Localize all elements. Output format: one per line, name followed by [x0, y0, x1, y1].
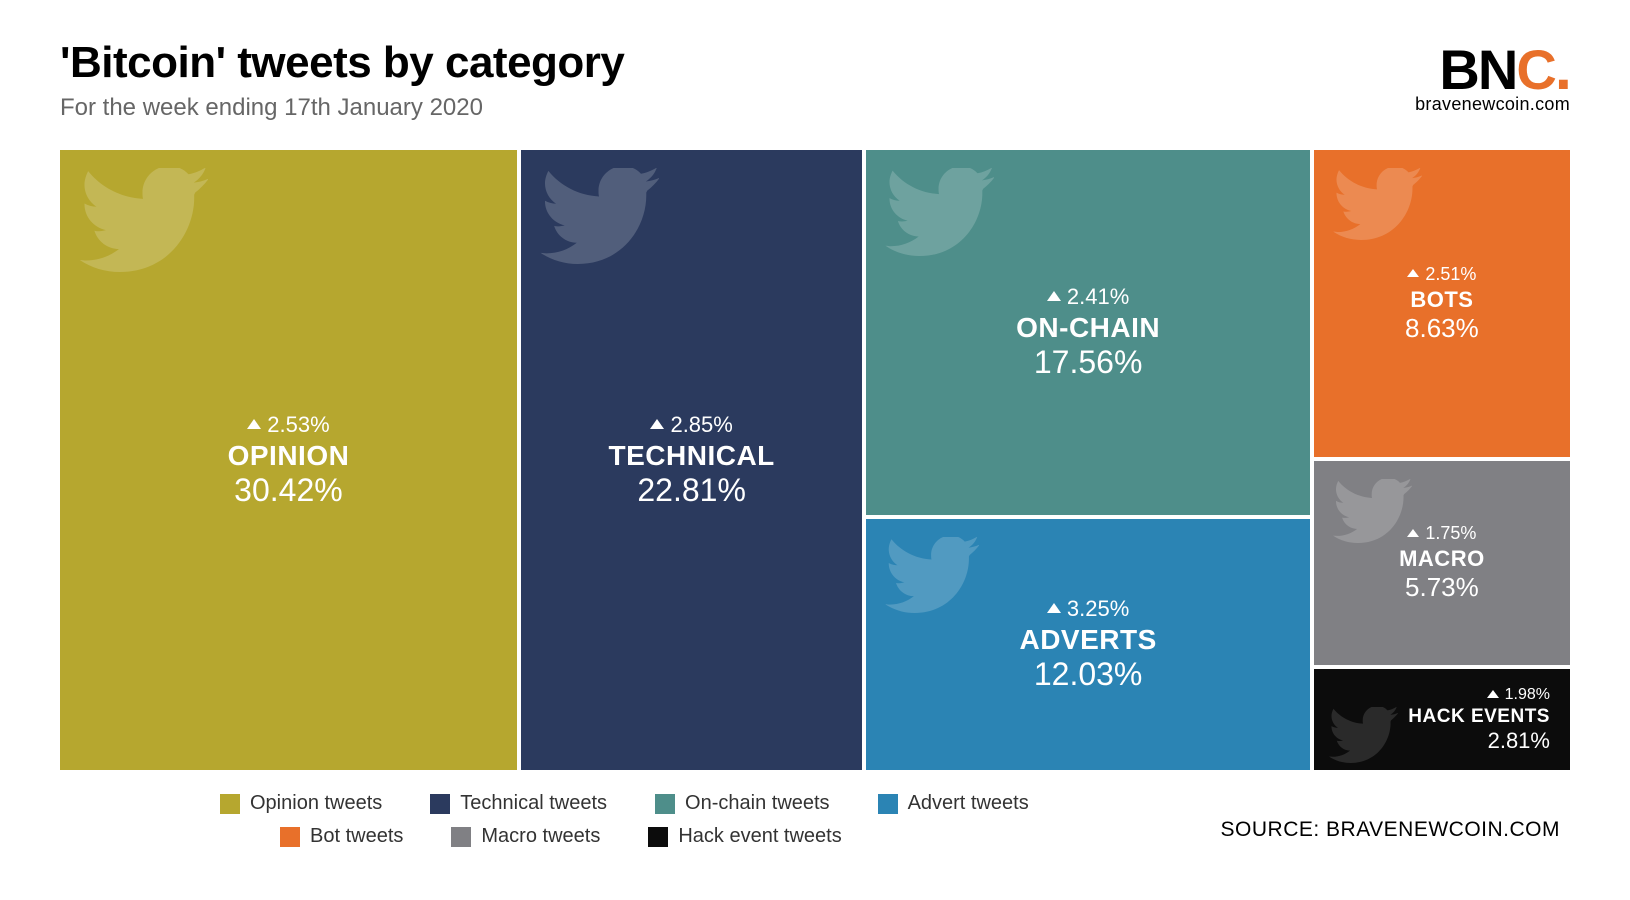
- up-triangle-icon: [1047, 603, 1061, 613]
- logo-c: C: [1516, 38, 1554, 101]
- legend: Opinion tweets Technical tweets On-chain t…: [220, 792, 1029, 848]
- category-label: HACK EVENTS: [1408, 706, 1550, 728]
- legend-swatch: [878, 794, 898, 814]
- delta-value: 1.75%: [1407, 523, 1476, 544]
- delta-value: 2.85%: [650, 412, 732, 438]
- legend-swatch: [655, 794, 675, 814]
- legend-swatch: [451, 827, 471, 847]
- twitter-bird-icon: [539, 168, 659, 266]
- treemap-box-onchain: 2.41%ON-CHAIN17.56%: [866, 150, 1309, 515]
- legend-label: Hack event tweets: [678, 825, 841, 848]
- legend-item: On-chain tweets: [655, 792, 830, 815]
- box-content: 1.98% HACK EVENTS2.81%: [1408, 685, 1550, 754]
- legend-label: Opinion tweets: [250, 792, 382, 815]
- up-triangle-icon: [247, 419, 261, 429]
- legend-item: Macro tweets: [451, 825, 600, 848]
- treemap-chart: 2.53%OPINION30.42%2.85%TECHNICAL22.81%2.…: [60, 150, 1570, 770]
- up-triangle-icon: [650, 419, 664, 429]
- logo-sub: bravenewcoin.com: [1415, 94, 1570, 115]
- legend-item: Opinion tweets: [220, 792, 382, 815]
- category-label: TECHNICAL: [609, 440, 775, 472]
- legend-item: Bot tweets: [280, 825, 403, 848]
- up-triangle-icon: [1047, 291, 1061, 301]
- twitter-bird-icon: [78, 168, 208, 275]
- box-content: 2.41%ON-CHAIN17.56%: [1016, 284, 1160, 381]
- legend-label: Technical tweets: [460, 792, 607, 815]
- treemap-box-technical: 2.85%TECHNICAL22.81%: [521, 150, 863, 770]
- delta-value: 2.51%: [1407, 264, 1476, 285]
- legend-row: Bot tweets Macro tweets Hack event tweets: [280, 825, 1029, 848]
- treemap-box-opinion: 2.53%OPINION30.42%: [60, 150, 517, 770]
- treemap-box-macro: 1.75%MACRO5.73%: [1314, 461, 1570, 665]
- delta-value: 1.98%: [1487, 686, 1550, 704]
- box-content: 2.53%OPINION30.42%: [228, 412, 350, 509]
- up-triangle-icon: [1407, 529, 1419, 537]
- delta-value: 2.41%: [1047, 284, 1129, 310]
- titles: 'Bitcoin' tweets by category For the wee…: [60, 38, 624, 122]
- legend-swatch: [220, 794, 240, 814]
- twitter-bird-icon: [1328, 707, 1398, 764]
- logo-dot: .: [1555, 34, 1570, 103]
- category-value: 5.73%: [1399, 572, 1485, 603]
- up-triangle-icon: [1407, 269, 1419, 277]
- legend-item: Hack event tweets: [648, 825, 841, 848]
- up-triangle-icon: [1487, 690, 1499, 698]
- category-value: 22.81%: [609, 472, 775, 509]
- logo-text: BNC.: [1415, 38, 1570, 100]
- treemap-box-adverts: 3.25%ADVERTS12.03%: [866, 519, 1309, 770]
- legend-row: Opinion tweets Technical tweets On-chain t…: [220, 792, 1029, 815]
- delta-value: 3.25%: [1047, 596, 1129, 622]
- category-value: 2.81%: [1408, 728, 1550, 754]
- legend-swatch: [280, 827, 300, 847]
- treemap-box-hack: 1.98% HACK EVENTS2.81%: [1314, 669, 1570, 770]
- legend-swatch: [430, 794, 450, 814]
- treemap-box-bots: 2.51%BOTS8.63%: [1314, 150, 1570, 457]
- legend-item: Technical tweets: [430, 792, 607, 815]
- box-content: 3.25%ADVERTS12.03%: [1019, 596, 1156, 693]
- twitter-bird-icon: [1332, 168, 1422, 242]
- category-label: BOTS: [1405, 287, 1479, 313]
- twitter-bird-icon: [884, 537, 979, 615]
- legend-label: Advert tweets: [908, 792, 1029, 815]
- legend-label: Bot tweets: [310, 825, 403, 848]
- box-content: 2.85%TECHNICAL22.81%: [609, 412, 775, 509]
- category-label: OPINION: [228, 440, 350, 472]
- legend-label: Macro tweets: [481, 825, 600, 848]
- logo-bn: BN: [1439, 38, 1516, 101]
- chart-subtitle: For the week ending 17th January 2020: [60, 94, 624, 122]
- category-label: ON-CHAIN: [1016, 312, 1160, 344]
- category-value: 12.03%: [1019, 656, 1156, 693]
- category-label: ADVERTS: [1019, 624, 1156, 656]
- chart-title: 'Bitcoin' tweets by category: [60, 38, 624, 88]
- category-value: 17.56%: [1016, 344, 1160, 381]
- category-value: 30.42%: [228, 472, 350, 509]
- delta-value: 2.53%: [247, 412, 329, 438]
- legend-item: Advert tweets: [878, 792, 1029, 815]
- legend-label: On-chain tweets: [685, 792, 830, 815]
- box-content: 2.51%BOTS8.63%: [1405, 264, 1479, 344]
- legend-swatch: [648, 827, 668, 847]
- footer: Opinion tweets Technical tweets On-chain t…: [60, 792, 1570, 848]
- category-label: MACRO: [1399, 546, 1485, 572]
- brand-logo: BNC. bravenewcoin.com: [1415, 38, 1570, 115]
- header: 'Bitcoin' tweets by category For the wee…: [60, 38, 1570, 122]
- category-value: 8.63%: [1405, 313, 1479, 344]
- twitter-bird-icon: [884, 168, 994, 258]
- box-content: 1.75%MACRO5.73%: [1399, 523, 1485, 603]
- source-text: SOURCE: BRAVENEWCOIN.COM: [1221, 818, 1560, 842]
